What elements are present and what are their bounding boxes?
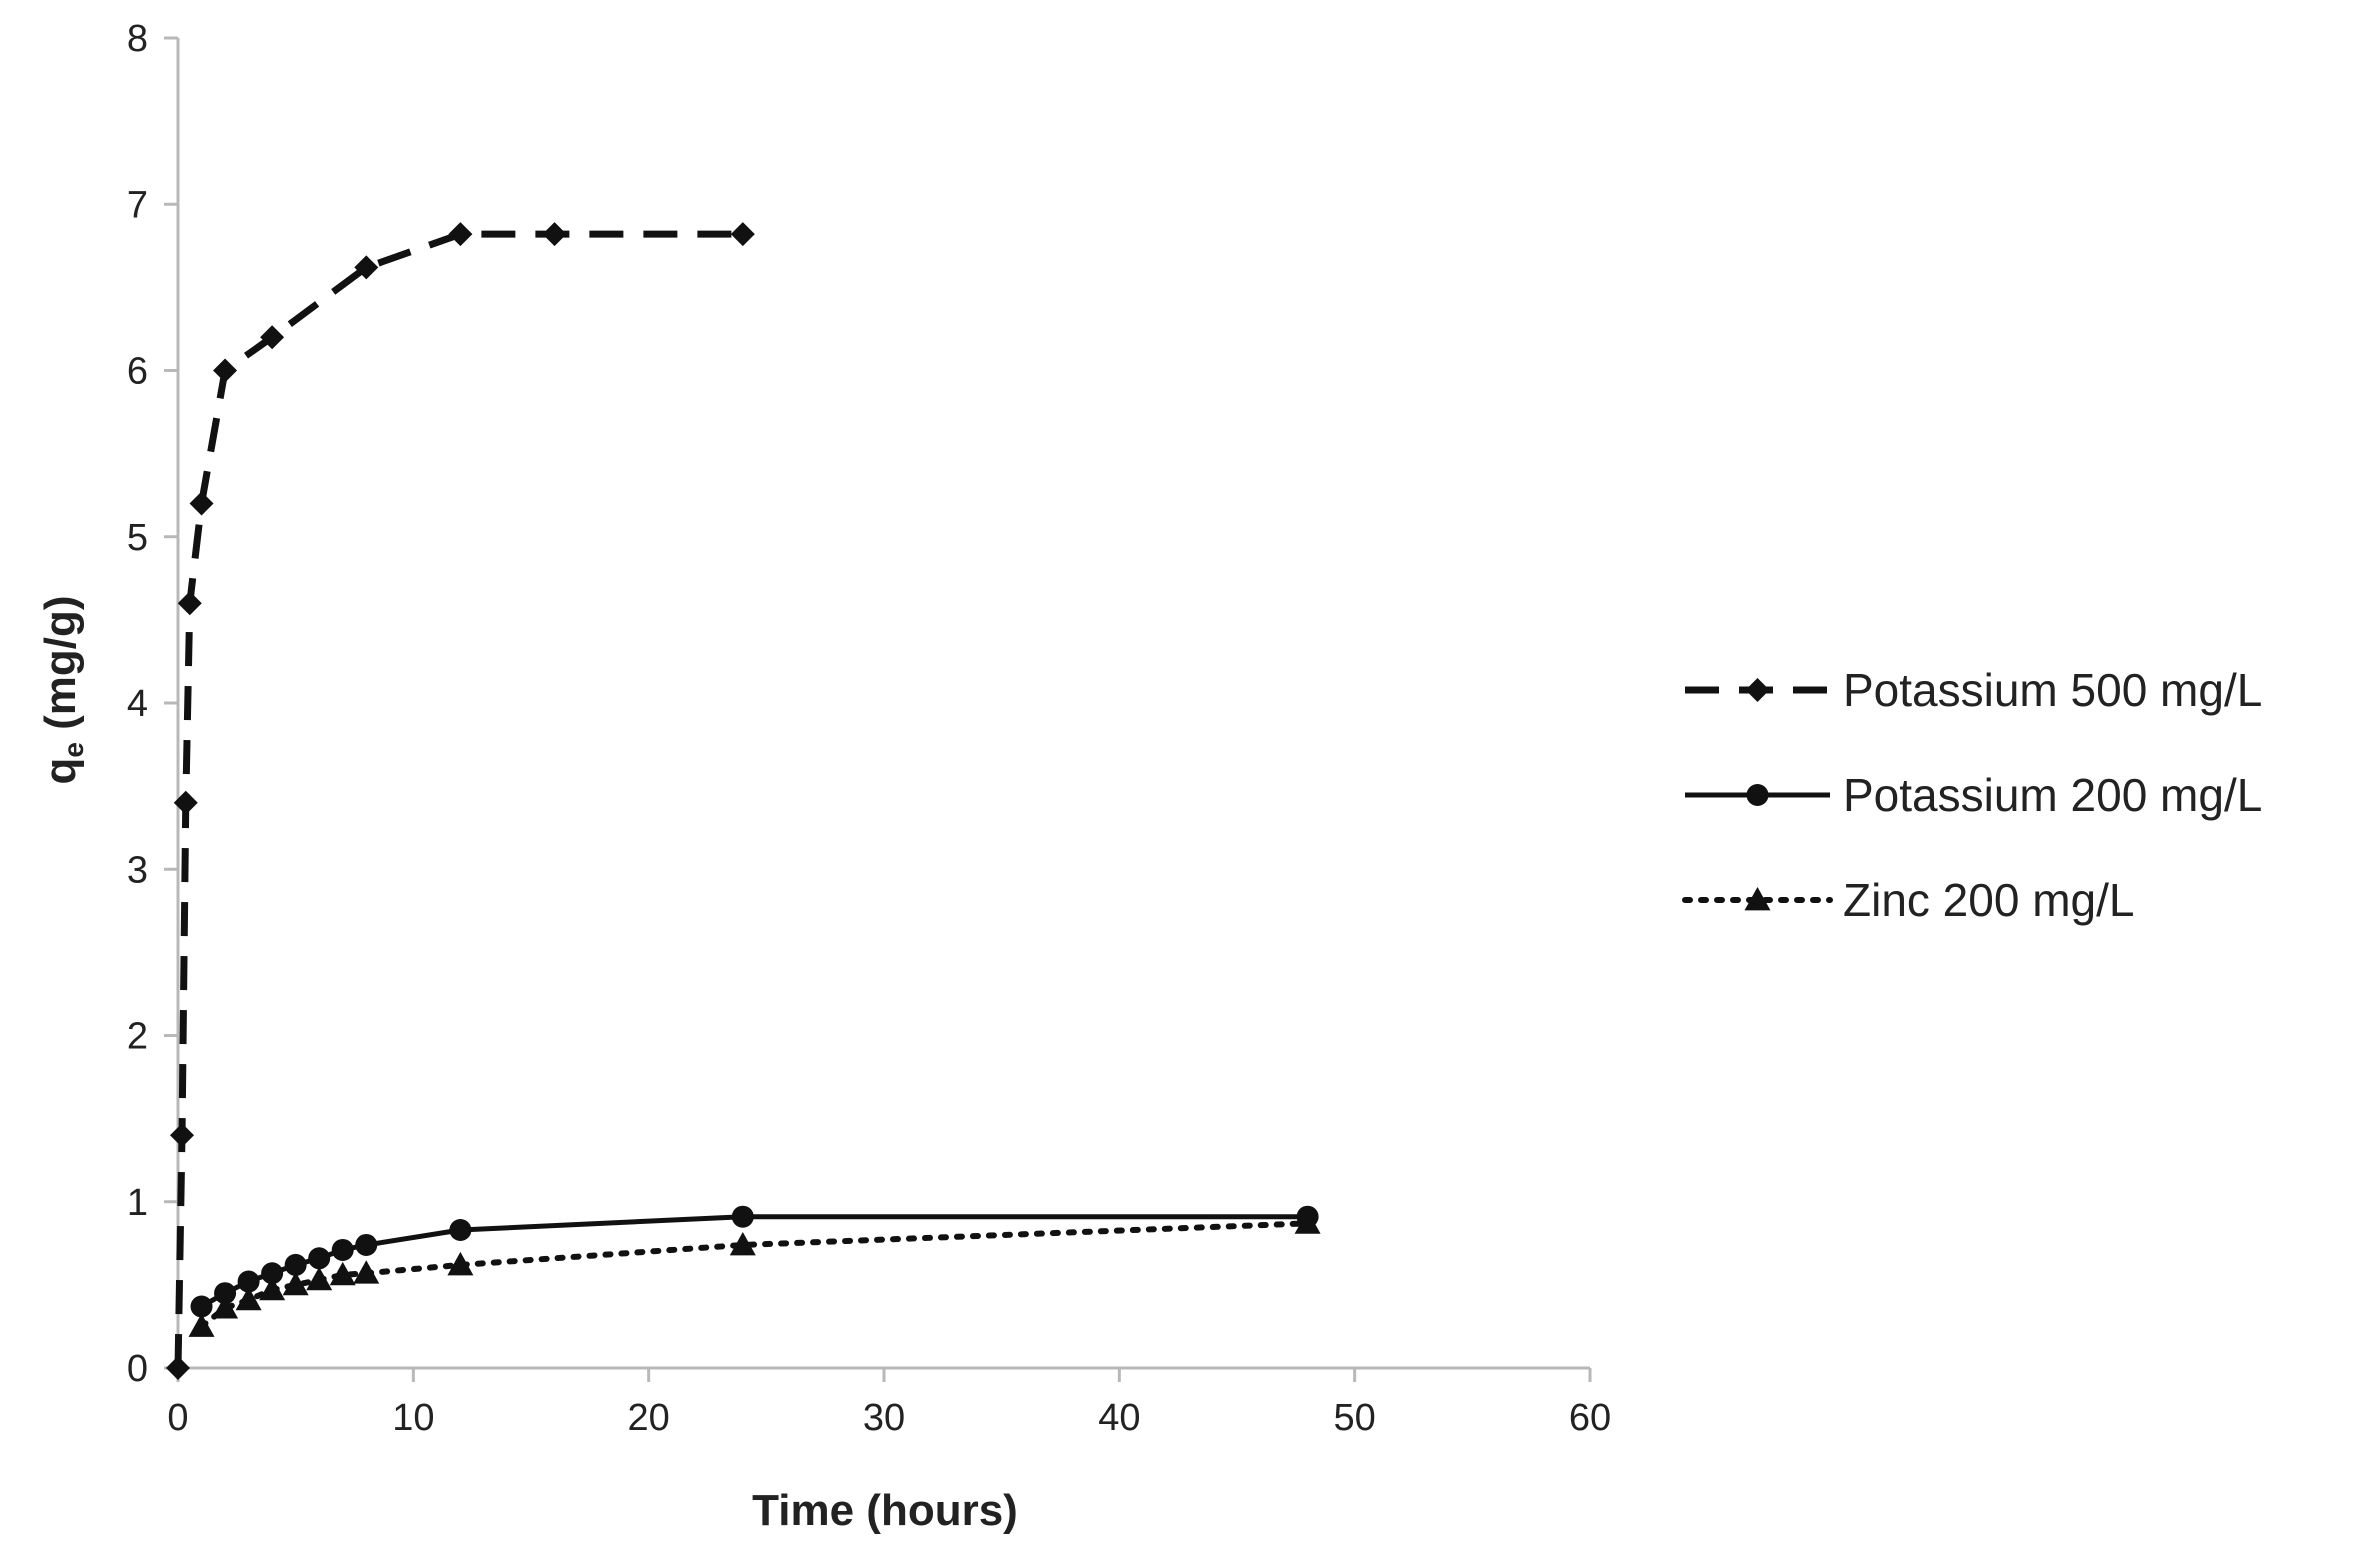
data-point <box>355 1233 378 1256</box>
y-tick-label: 4 <box>127 683 148 725</box>
data-point <box>189 491 214 516</box>
data-point <box>448 222 473 247</box>
x-tick-label: 20 <box>628 1397 670 1439</box>
series-layer <box>166 222 1321 1380</box>
data-point <box>306 1266 333 1291</box>
y-axis-title-subscript: e <box>58 742 89 758</box>
legend-label: Zinc 200 mg/L <box>1843 874 2134 926</box>
data-point <box>259 1276 286 1301</box>
data-point <box>731 1205 754 1228</box>
legend-marker <box>1744 887 1771 911</box>
data-point <box>730 222 755 247</box>
data-point <box>354 255 379 280</box>
series-line <box>174 230 743 1369</box>
series-3 <box>188 1210 1321 1337</box>
x-tick-label: 40 <box>1098 1397 1140 1439</box>
data-point <box>729 1231 756 1256</box>
y-tick-label: 5 <box>127 517 148 559</box>
data-point <box>447 1251 474 1276</box>
x-tick-label: 50 <box>1334 1397 1376 1439</box>
y-tick-label: 0 <box>127 1348 148 1390</box>
y-axis-title: qe (mg/g) <box>36 595 89 784</box>
y-tick-label: 6 <box>127 351 148 393</box>
data-point <box>188 1313 215 1337</box>
legend-label: Potassium 200 mg/L <box>1843 769 2262 821</box>
x-tick-label: 60 <box>1569 1397 1611 1439</box>
data-point <box>212 1295 239 1319</box>
data-point <box>1294 1210 1321 1234</box>
data-point <box>260 325 285 350</box>
legend-marker <box>1745 678 1770 702</box>
series-2 <box>190 1205 1319 1318</box>
legend-label: Potassium 500 mg/L <box>1843 664 2262 716</box>
data-point <box>353 1260 380 1284</box>
x-tick-label: 30 <box>863 1397 905 1439</box>
data-point <box>449 1219 472 1242</box>
data-point <box>166 1356 190 1380</box>
x-tick-label: 10 <box>392 1397 434 1439</box>
x-axis-title: Time (hours) <box>752 1486 1018 1535</box>
y-tick-label: 7 <box>127 184 148 226</box>
data-point <box>213 358 238 383</box>
series-line <box>200 1214 1308 1309</box>
data-point <box>261 1262 284 1285</box>
data-point <box>173 790 198 815</box>
y-tick-label: 1 <box>127 1182 148 1224</box>
legend: Potassium 500 mg/L Potassium 200 mg/L Zinc… <box>1682 664 2262 926</box>
data-point <box>329 1261 356 1286</box>
data-point <box>214 1282 237 1305</box>
data-point <box>170 1123 195 1148</box>
axes: 0 1 2 3 4 5 6 7 8 0 10 20 30 40 50 60 <box>127 18 1611 1439</box>
data-point <box>282 1271 309 1296</box>
y-tick-label: 2 <box>127 1016 148 1058</box>
x-tick-label: 0 <box>167 1397 188 1439</box>
data-point <box>177 591 202 616</box>
y-axis-title-unit: (mg/g) <box>36 595 85 742</box>
data-point <box>308 1247 331 1270</box>
series-1 <box>166 222 755 1380</box>
legend-marker <box>1746 784 1769 806</box>
data-point <box>284 1253 307 1276</box>
data-point <box>190 1295 213 1318</box>
data-point <box>331 1238 354 1261</box>
data-point <box>235 1286 262 1311</box>
y-tick-label: 8 <box>127 18 148 60</box>
data-point <box>542 222 567 247</box>
y-axis-title-main: q <box>36 758 85 785</box>
y-tick-label: 3 <box>127 849 148 891</box>
data-point <box>237 1270 260 1293</box>
